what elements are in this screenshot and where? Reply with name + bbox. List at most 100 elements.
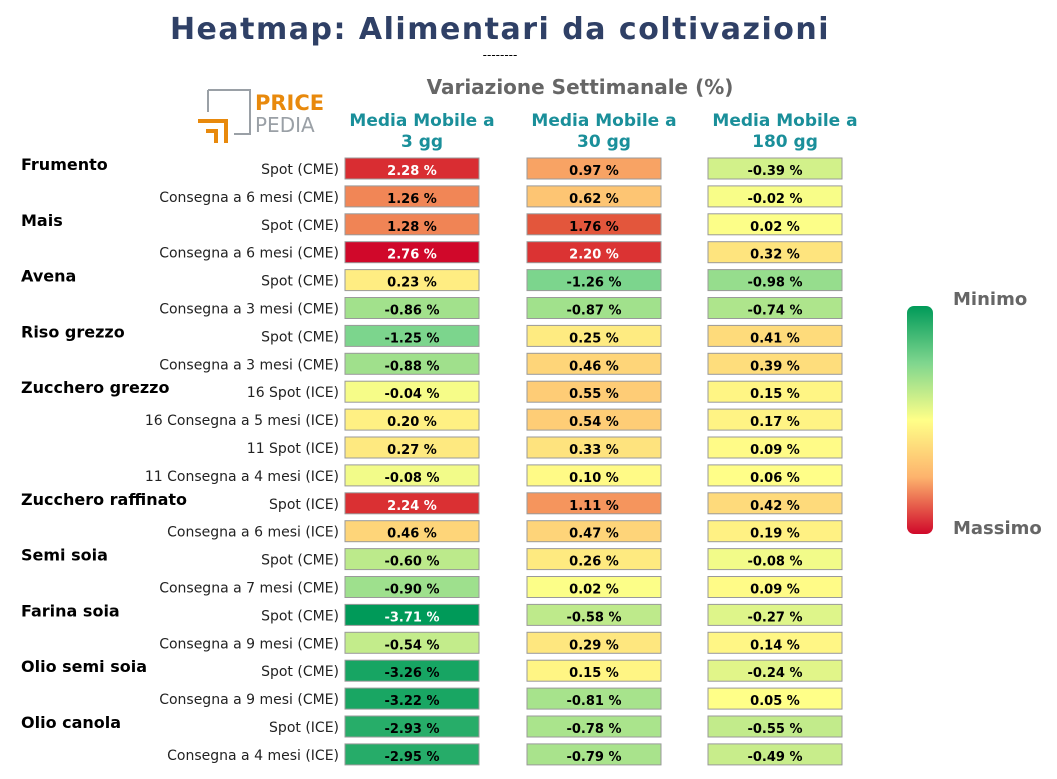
cell-value-label: 2.20 % [569,248,619,263]
heatmap-cell [707,520,843,543]
heatmap-cell [526,576,662,598]
title-separator: -------- [483,48,518,62]
row-label: Spot (CME) [261,162,339,178]
cell-value-label: 0.97 % [569,164,619,179]
cell-value-label: 1.26 % [387,192,437,207]
cell-value-label: -2.93 % [384,722,439,737]
row-label: Spot (ICE) [269,497,339,513]
cell-value-label: 0.10 % [569,471,619,486]
heatmap-cell [707,157,843,180]
cell-value-label: 0.27 % [387,443,437,458]
cell-value-label: 0.19 % [750,527,800,542]
heatmap-cell [526,715,662,738]
logo-text-price: PRICE [255,91,324,115]
cell-value-label: 0.33 % [569,443,619,458]
cell-value-label: 0.25 % [569,331,619,346]
heatmap-cell [344,380,480,403]
heatmap-cell [707,436,843,459]
cell-value-label: -0.81 % [566,694,621,709]
cell-value-label: -0.78 % [566,722,621,737]
heatmap-cell [344,715,480,738]
heatmap-cell [526,352,662,375]
cell-value-label: 0.62 % [569,192,619,207]
heatmap-cell [344,520,480,543]
heatmap-cell [344,603,480,626]
chart-title: Heatmap: Alimentari da coltivazioni [170,12,830,47]
pricepedia-logo: PRICE PEDIA [198,89,324,143]
heatmap-cell [707,352,843,375]
group-label: Riso grezzo [21,322,125,341]
heatmap-cell [344,436,480,459]
heatmap-cell [526,520,662,543]
cell-value-label: -0.39 % [747,164,802,179]
row-label: Spot (CME) [261,608,339,624]
heatmap-cell [526,241,662,264]
cell-value-label: 0.47 % [569,527,619,542]
heatmap-cell [526,157,662,180]
cell-value-label: -0.79 % [566,750,621,765]
cell-value-label: -0.02 % [747,192,802,207]
heatmap-cell [707,743,843,766]
cell-value-label: -0.87 % [566,304,621,319]
cell-value-label: 0.39 % [750,359,800,374]
chart-subtitle: Variazione Settimanale (%) [427,75,734,99]
cell-value-label: 0.15 % [750,387,800,402]
heatmap-cell [344,464,480,487]
heatmap-cell [526,408,662,431]
cell-value-label: 0.14 % [750,638,800,653]
heatmap-cell [344,269,480,292]
row-label: Consegna a 3 mesi (CME) [159,302,339,318]
cell-value-label: -3.26 % [384,666,439,681]
cell-value-label: 0.46 % [387,527,437,542]
heatmap-cell [526,380,662,403]
column-header-2-line-1: Media Mobile a [531,111,676,131]
group-label: Avena [21,267,76,286]
cell-value-label: 2.76 % [387,248,437,263]
heatmap-cell [344,631,480,654]
group-label: Olio canola [21,713,121,732]
row-label: 16 Consegna a 5 mesi (ICE) [145,413,339,429]
heatmap-cell [344,157,480,180]
row-label: Spot (CME) [261,218,339,234]
cell-value-label: -0.54 % [384,638,439,653]
group-label: Frumento [21,155,108,174]
logo-bracket-orange-inner [206,129,218,143]
heatmap-cell [526,436,662,459]
row-label: Spot (CME) [261,274,339,290]
heatmap-cell [707,548,843,571]
column-header-1-line-2: 3 gg [401,132,443,152]
cell-value-label: -0.58 % [566,610,621,625]
cell-value-label: -0.86 % [384,304,439,319]
column-header-1-line-1: Media Mobile a [349,111,494,131]
cell-value-label: 0.09 % [750,443,800,458]
cell-value-label: 2.28 % [387,164,437,179]
cell-value-label: -2.95 % [384,750,439,765]
heatmap-cell [707,576,843,598]
heatmap-cell [344,659,480,682]
heatmap-cell [707,269,843,292]
row-label: Consegna a 6 mesi (CME) [159,190,339,206]
legend-min-label: Minimo [953,289,1027,310]
column-header-2-line-2: 30 gg [577,132,631,152]
heatmap-cell [707,241,843,264]
heatmap-cell [344,213,480,236]
cell-value-label: 0.23 % [387,276,437,291]
heatmap-cell [526,687,662,710]
logo-bracket-orange [198,119,228,143]
cell-value-label: -1.26 % [566,276,621,291]
row-label: Consegna a 6 mesi (ICE) [167,525,339,541]
heatmap-cell [526,464,662,487]
row-label: 16 Spot (ICE) [247,385,339,401]
cell-value-label: 1.76 % [569,220,619,235]
cell-value-label: 0.29 % [569,638,619,653]
cell-value-label: -0.27 % [747,610,802,625]
heatmap-cell [707,659,843,682]
row-label: Spot (CME) [261,329,339,345]
cell-value-label: -0.49 % [747,750,802,765]
group-labels: Frumento Mais Avena Riso grezzo Zucchero gre… [21,155,187,732]
cell-value-label: -3.22 % [384,694,439,709]
heatmap-cell [344,687,480,710]
cell-value-label: -0.90 % [384,583,439,598]
row-label: Consegna a 9 mesi (CME) [159,692,339,708]
group-label: Mais [21,211,63,230]
